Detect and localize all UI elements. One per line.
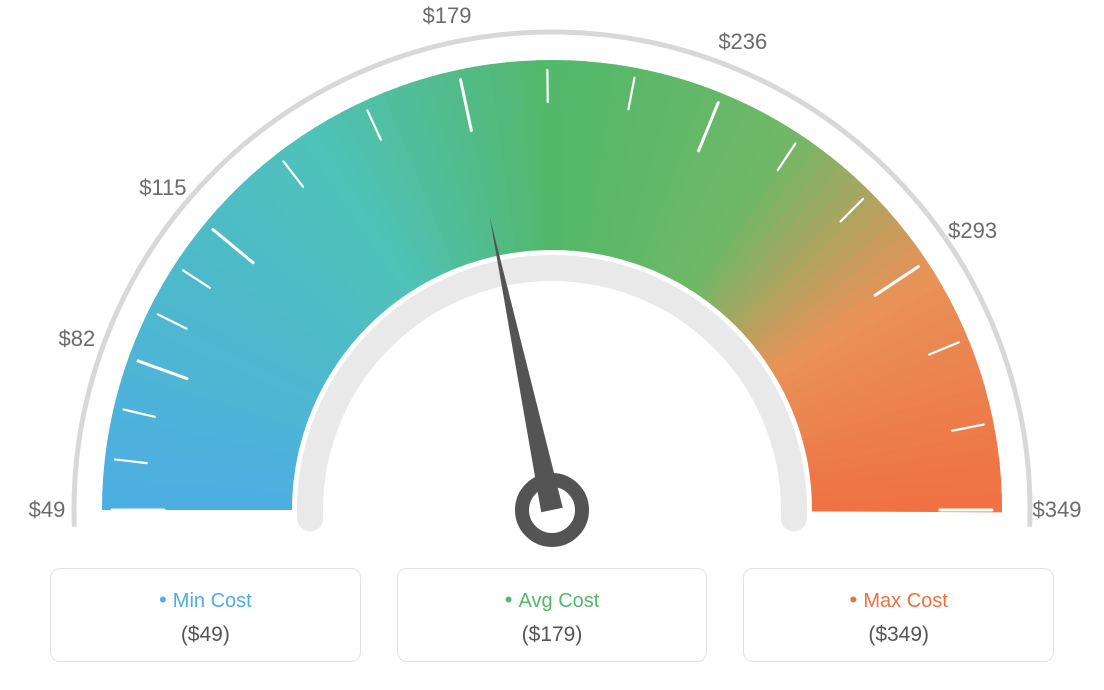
gauge-tick-label: $115	[139, 175, 186, 201]
gauge-svg	[0, 0, 1104, 560]
legend-row: Min Cost ($49) Avg Cost ($179) Max Cost …	[0, 568, 1104, 662]
legend-card-max: Max Cost ($349)	[743, 568, 1054, 662]
legend-value-avg: ($179)	[408, 623, 697, 647]
gauge-tick-label: $49	[29, 497, 66, 523]
gauge-tick-label: $293	[948, 218, 997, 244]
gauge-tick-label: $179	[423, 3, 472, 29]
legend-card-min: Min Cost ($49)	[50, 568, 361, 662]
legend-title-max: Max Cost	[754, 587, 1043, 613]
legend-card-avg: Avg Cost ($179)	[397, 568, 708, 662]
gauge-chart: $49 $82 $115 $179 $236 $293 $349	[0, 0, 1104, 560]
legend-value-min: ($49)	[61, 623, 350, 647]
gauge-fill	[102, 60, 1002, 512]
gauge-tick-label: $82	[58, 326, 95, 352]
legend-title-avg: Avg Cost	[408, 587, 697, 613]
gauge-tick-label: $349	[1033, 497, 1082, 523]
gauge-tick-label: $236	[718, 29, 767, 55]
legend-title-min: Min Cost	[61, 587, 350, 613]
legend-value-max: ($349)	[754, 623, 1043, 647]
